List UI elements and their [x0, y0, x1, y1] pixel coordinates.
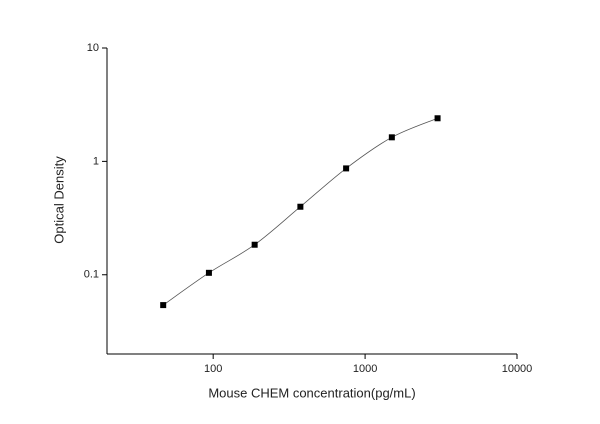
data-point [434, 115, 441, 122]
fit-curve [162, 117, 438, 306]
data-point [160, 302, 167, 309]
y-tick-label: 10 [87, 42, 99, 54]
data-point [297, 203, 304, 210]
x-tick-label: 100 [204, 363, 222, 375]
data-point [388, 134, 395, 141]
y-axis-label: Optical Density [51, 156, 66, 244]
data-point [205, 269, 212, 276]
x-axis-label: Mouse CHEM concentration(pg/mL) [208, 385, 415, 400]
y-tick-label: 1 [93, 155, 99, 167]
x-tick-label: 1000 [353, 363, 377, 375]
data-point [251, 241, 258, 248]
x-tick-label: 10000 [502, 363, 533, 375]
data-point [343, 165, 350, 172]
y-tick-label: 0.1 [84, 269, 99, 281]
